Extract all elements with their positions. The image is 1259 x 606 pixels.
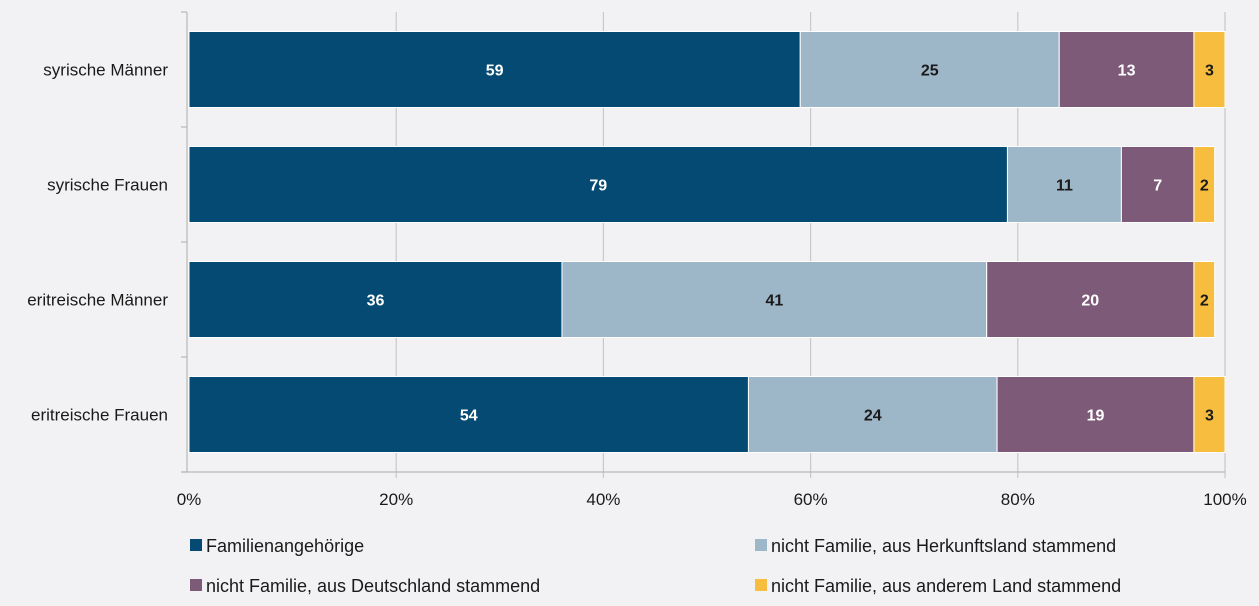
category-label: eritreische Frauen — [31, 406, 168, 425]
category-label: eritreische Männer — [27, 291, 168, 310]
bar-segment — [1193, 376, 1226, 453]
bar-segment — [1120, 146, 1195, 223]
bar-segment — [799, 31, 1060, 108]
bar-segment — [986, 261, 1195, 338]
data-label: 20 — [1081, 293, 1099, 310]
x-tick-label: 0% — [177, 490, 202, 509]
data-label: 19 — [1087, 408, 1105, 425]
data-label: 36 — [367, 293, 385, 310]
x-tick-label: 60% — [794, 490, 828, 509]
data-label: 54 — [460, 408, 478, 425]
data-label: 25 — [921, 63, 939, 80]
data-label: 59 — [486, 63, 504, 80]
data-label: 2 — [1200, 293, 1209, 310]
category-label: syrische Männer — [43, 61, 168, 80]
bars: 59 25 13 3 79 11 7 2 36 41 20 2 54 24 19 3 — [188, 31, 1226, 453]
bar-segment — [188, 261, 563, 338]
x-tick-label: 20% — [379, 490, 413, 509]
bar-segment — [561, 261, 988, 338]
bar-segment — [1058, 31, 1195, 108]
data-label: 3 — [1205, 408, 1214, 425]
data-label: 41 — [765, 293, 783, 310]
legend-label: nicht Familie, aus anderem Land stammend — [771, 576, 1121, 596]
x-tick-label: 40% — [586, 490, 620, 509]
data-label: 7 — [1153, 178, 1162, 195]
bar-segment — [1006, 146, 1122, 223]
bar-segment — [188, 376, 749, 453]
x-axis: 0% 20% 40% 60% 80% 100% — [177, 471, 1247, 509]
bar-segment — [1193, 146, 1216, 223]
data-label: 2 — [1200, 178, 1209, 195]
data-label: 3 — [1205, 63, 1214, 80]
x-tick-label: 100% — [1203, 490, 1246, 509]
bar-segment — [1193, 31, 1226, 108]
bar-segment — [1193, 261, 1216, 338]
legend-swatch — [755, 539, 767, 551]
y-axis: syrische Männer syrische Frauen eritreisch… — [27, 11, 188, 473]
data-label: 11 — [1056, 178, 1073, 195]
legend-swatch — [190, 579, 202, 591]
legend-label: nicht Familie, aus Deutschland stammend — [206, 576, 540, 596]
legend-label: Familienangehörige — [206, 536, 364, 556]
data-label: 13 — [1118, 63, 1136, 80]
legend-swatch — [190, 539, 202, 551]
legend: Familienangehörige nicht Familie, aus Her… — [190, 536, 1121, 596]
legend-label: nicht Familie, aus Herkunftsland stammen… — [771, 536, 1116, 556]
bar-segment — [188, 146, 1008, 223]
bar-segment — [996, 376, 1195, 453]
legend-swatch — [755, 579, 767, 591]
category-label: syrische Frauen — [47, 176, 168, 195]
x-tick-label: 80% — [1001, 490, 1035, 509]
data-label: 24 — [864, 408, 882, 425]
data-label: 79 — [589, 178, 607, 195]
bar-segment — [188, 31, 801, 108]
